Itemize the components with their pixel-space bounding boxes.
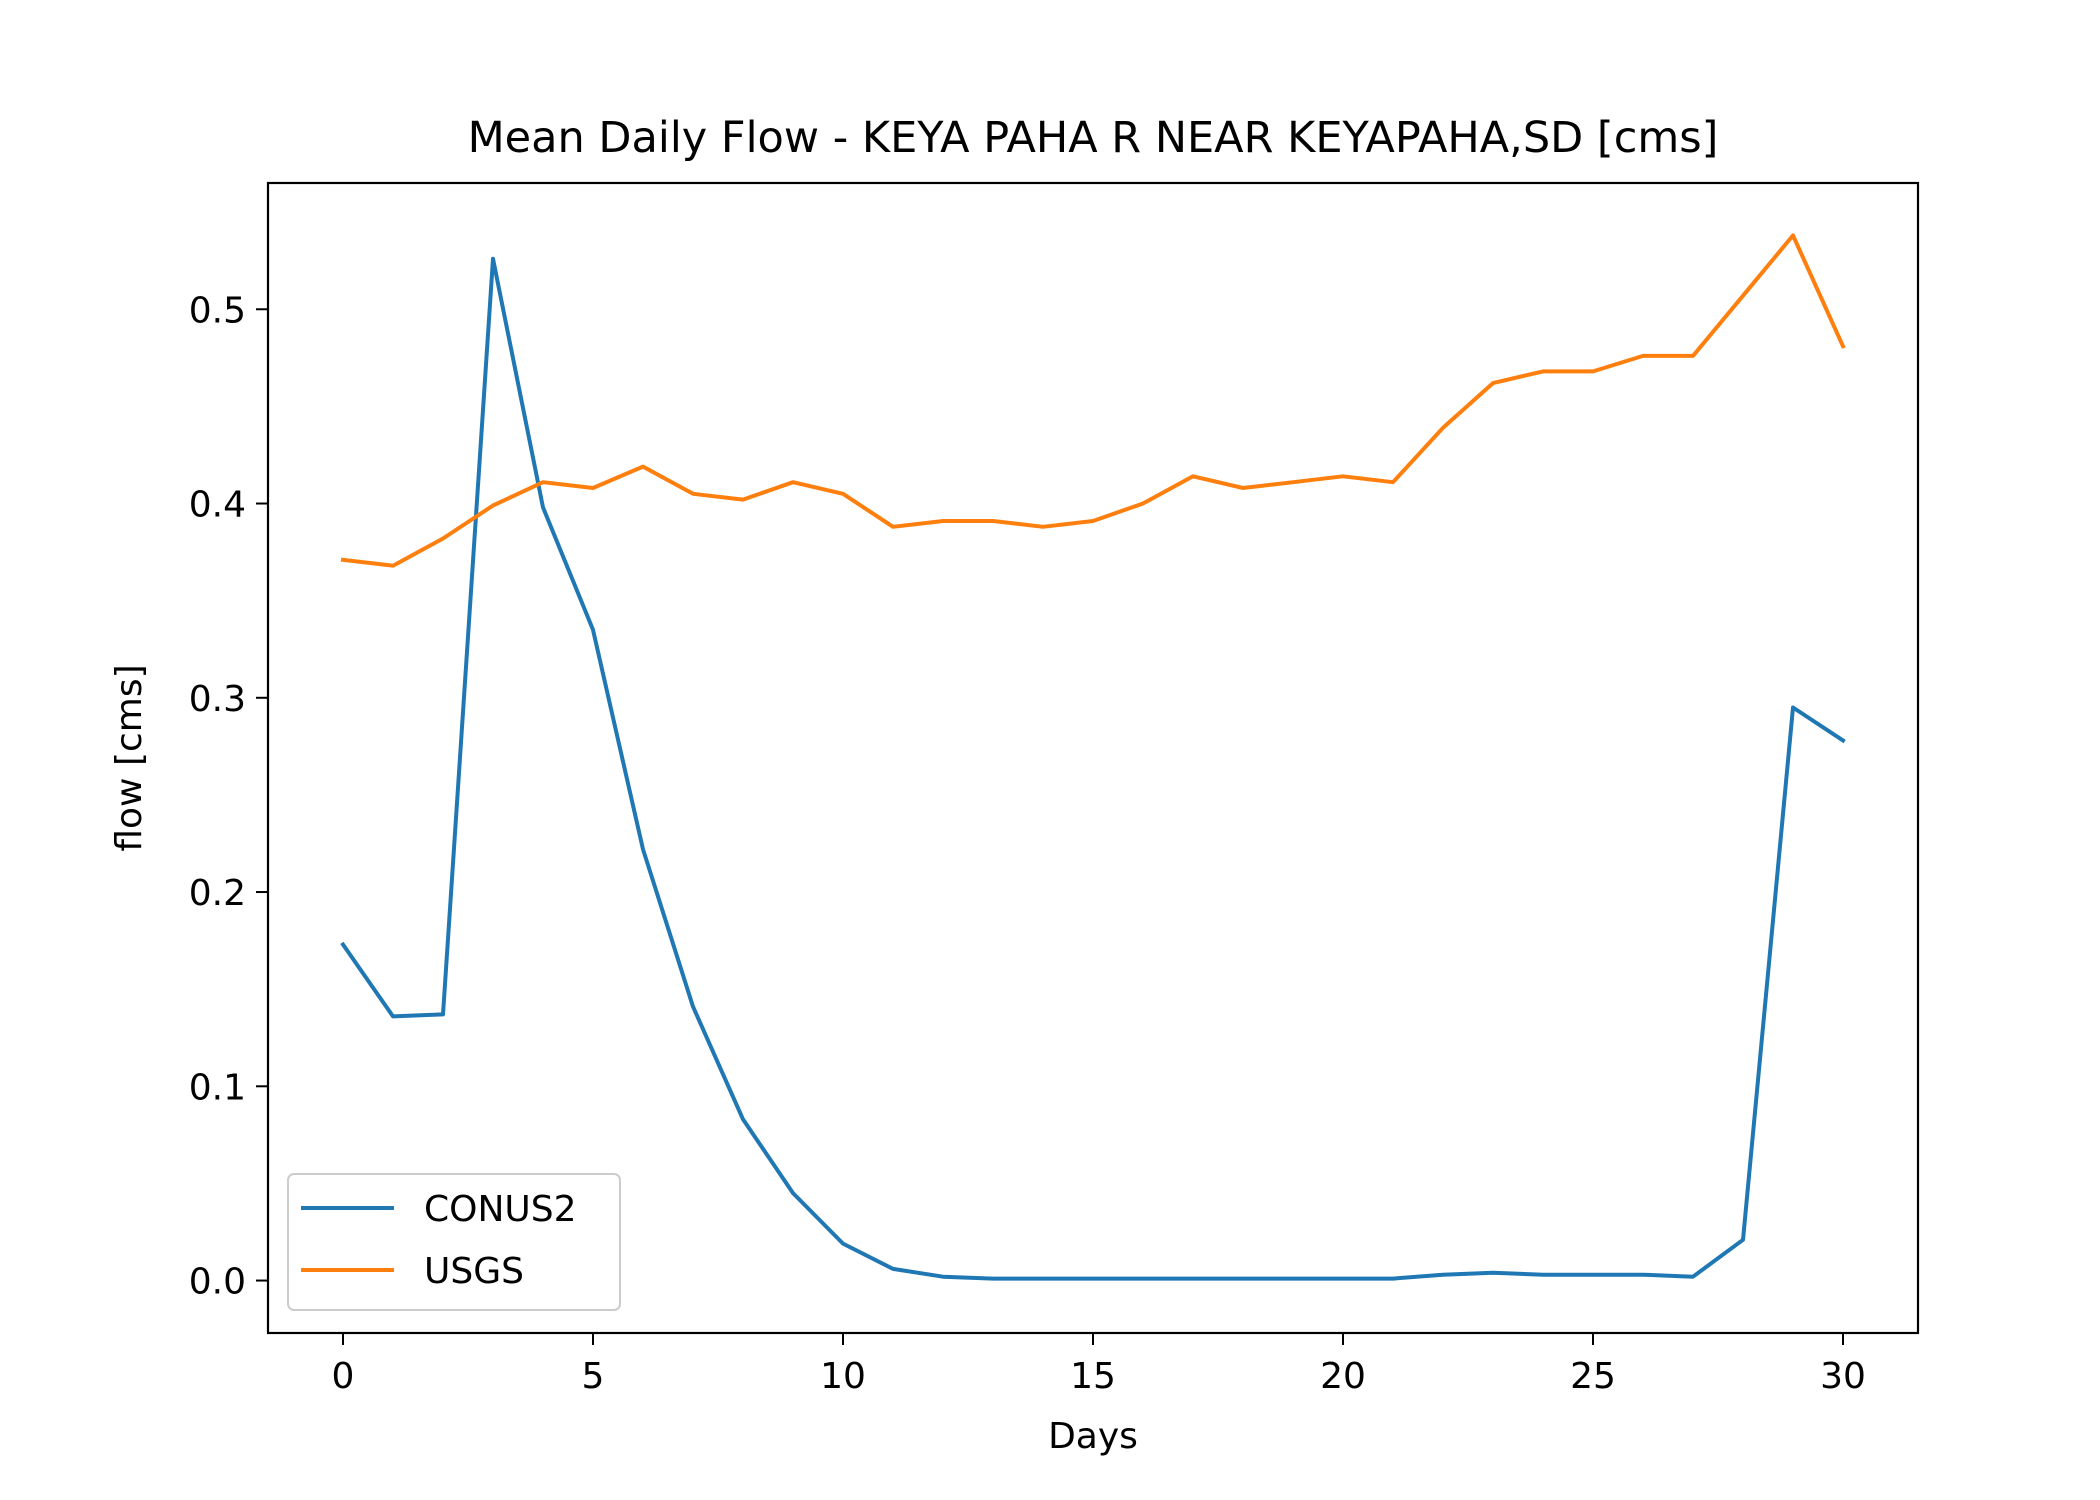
x-axis-label: Days — [1048, 1416, 1138, 1457]
plot-lines — [340, 233, 1846, 1281]
x-tick-label: 5 — [582, 1356, 605, 1397]
x-axis-ticks: 0 5 10 15 20 25 30 — [332, 1333, 1866, 1397]
y-tick-label: 0.0 — [189, 1262, 246, 1303]
series-line-usgs — [340, 233, 1846, 568]
y-tick-label: 0.4 — [189, 485, 246, 526]
x-tick-label: 0 — [332, 1356, 355, 1397]
x-tick-label: 30 — [1820, 1356, 1866, 1397]
x-tick-label: 20 — [1320, 1356, 1366, 1397]
x-tick-label: 10 — [820, 1356, 866, 1397]
y-axis-ticks: 0.0 0.1 0.2 0.3 0.4 0.5 — [189, 290, 268, 1303]
y-tick-label: 0.5 — [189, 290, 246, 331]
y-axis-label: flow [cms] — [109, 664, 150, 851]
legend: CONUS2 USGS — [287, 1173, 621, 1311]
x-tick-label: 25 — [1570, 1356, 1616, 1397]
legend-label-conus2: CONUS2 — [424, 1189, 577, 1230]
series-line-conus2 — [340, 256, 1846, 1281]
chart-title: Mean Daily Flow - KEYA PAHA R NEAR KEYAP… — [468, 113, 1719, 163]
y-tick-label: 0.1 — [189, 1067, 246, 1108]
y-tick-label: 0.2 — [189, 873, 246, 914]
x-tick-label: 15 — [1070, 1356, 1116, 1397]
y-tick-label: 0.3 — [189, 679, 246, 720]
legend-label-usgs: USGS — [424, 1251, 524, 1292]
